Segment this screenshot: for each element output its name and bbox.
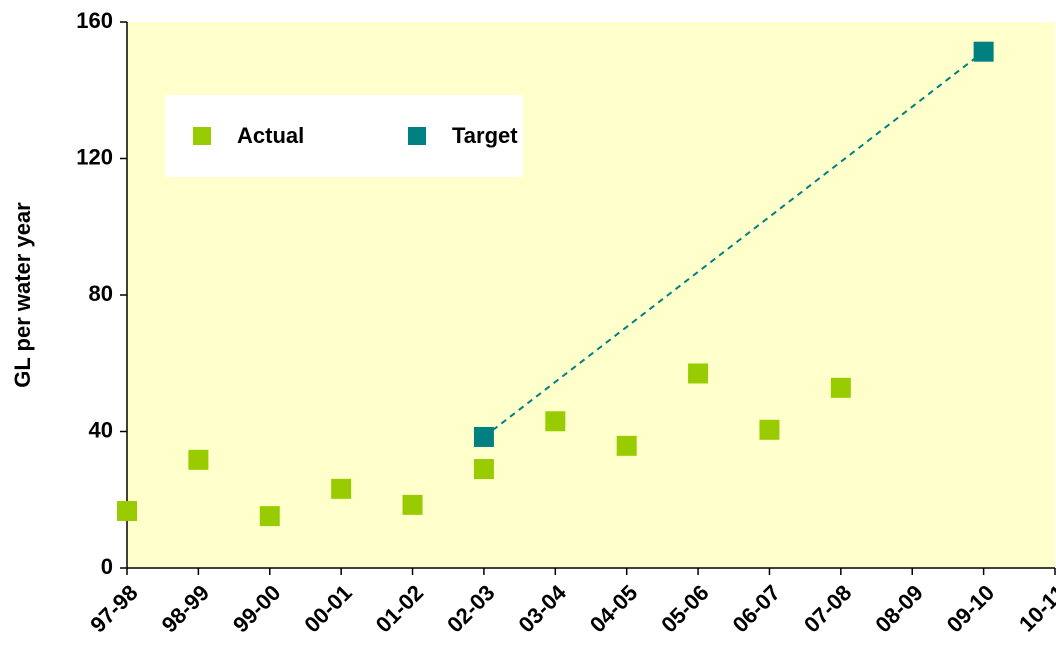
legend-label: Actual (237, 123, 304, 148)
marker (545, 411, 566, 432)
marker (402, 494, 423, 515)
marker (259, 506, 280, 527)
y-tick-label: 40 (89, 417, 113, 442)
x-tick-label: 98-99 (157, 580, 214, 637)
x-tick-label: 08-09 (870, 580, 927, 637)
marker (616, 435, 637, 456)
y-tick-label: 80 (89, 281, 113, 306)
x-tick-label: 03-04 (513, 579, 571, 637)
marker (188, 449, 209, 470)
marker (830, 377, 851, 398)
marker (759, 419, 780, 440)
marker (973, 41, 994, 62)
marker (473, 426, 494, 447)
x-tick-label: 05-06 (656, 580, 713, 637)
y-axis-label: GL per water year (10, 202, 35, 388)
x-tick-label: 07-08 (799, 580, 856, 637)
y-tick-label: 0 (101, 554, 113, 579)
x-tick-label: 10-11 (1014, 580, 1056, 637)
y-tick-label: 120 (76, 144, 113, 169)
x-tick-label: 02-03 (442, 580, 499, 637)
x-tick-label: 00-01 (299, 580, 356, 637)
legend-marker (408, 127, 426, 145)
marker (331, 478, 352, 499)
x-tick-label: 99-00 (228, 580, 285, 637)
legend-marker (193, 127, 211, 145)
marker (117, 501, 137, 522)
x-tick-label: 06-07 (728, 580, 785, 637)
x-tick-label: 97-98 (85, 580, 142, 637)
x-tick-label: 09-10 (942, 580, 999, 637)
marker (473, 459, 494, 480)
legend-label: Target (452, 123, 518, 148)
x-tick-label: 01-02 (371, 580, 428, 637)
legend-box (165, 95, 523, 177)
marker (688, 363, 709, 384)
y-tick-label: 160 (76, 8, 113, 33)
x-tick-label: 04-05 (585, 580, 642, 637)
